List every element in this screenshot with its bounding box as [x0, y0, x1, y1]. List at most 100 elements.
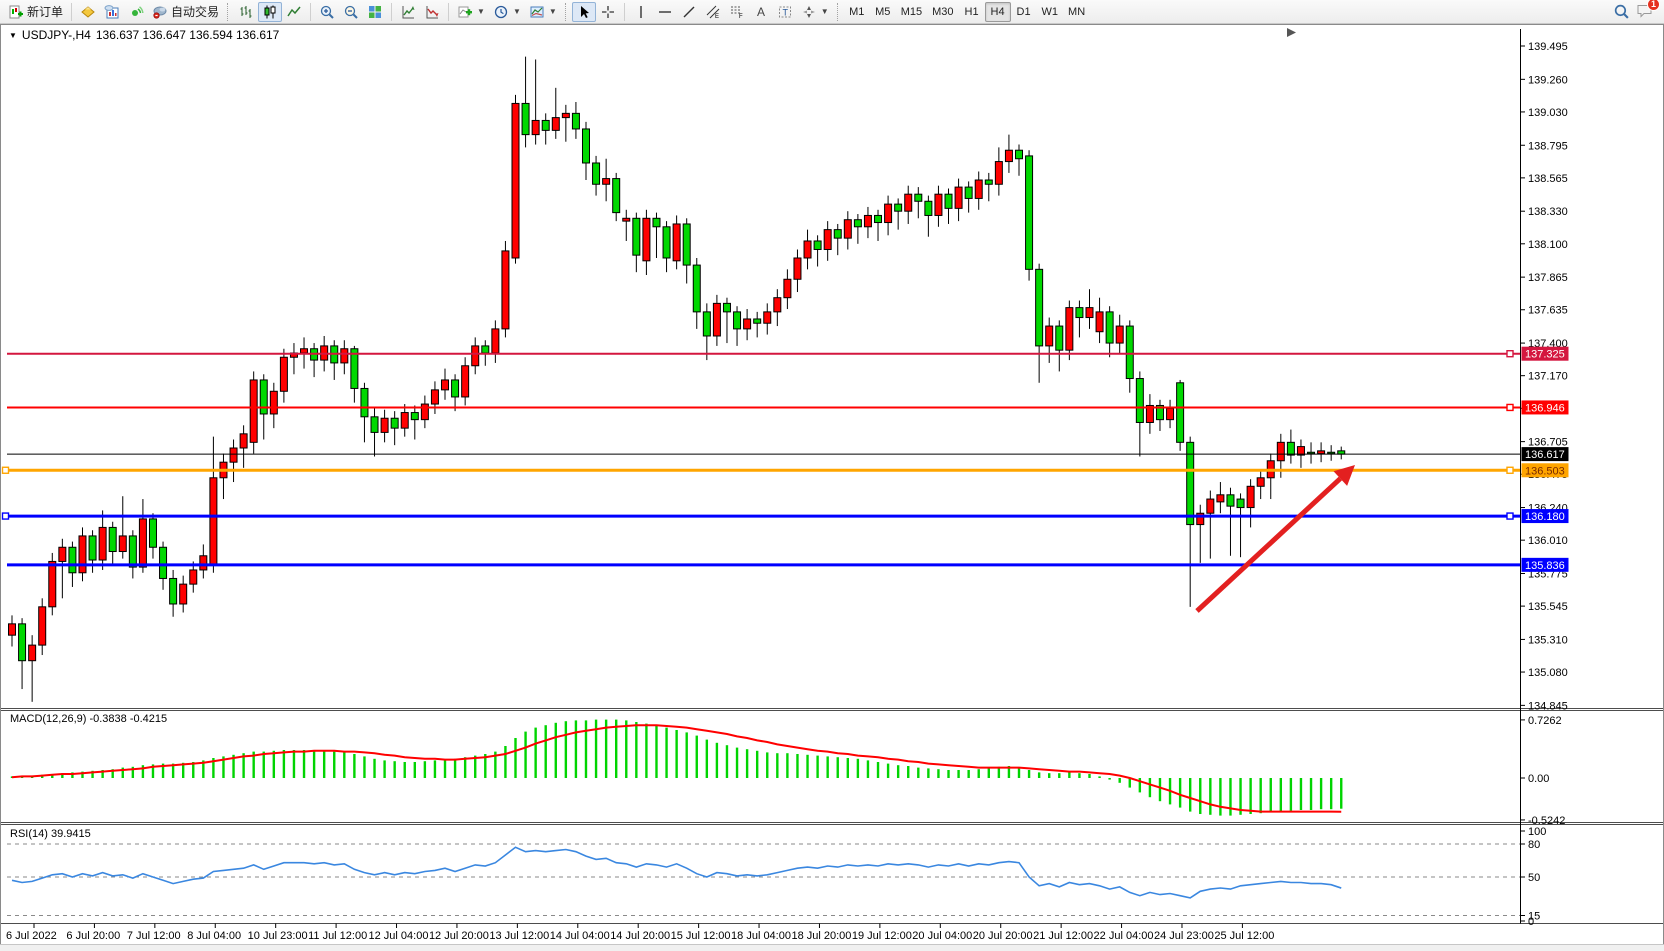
trendline-tool-button[interactable] [677, 2, 701, 22]
toolbar-drag-handle[interactable] [564, 2, 568, 21]
horizontal-line-tool-button[interactable] [653, 2, 677, 22]
bull-candle [48, 560, 57, 608]
timeframe-MN[interactable]: MN [1068, 5, 1086, 18]
candlestick-chart-icon [264, 5, 276, 18]
timeframe-D1[interactable]: D1 [1016, 5, 1031, 18]
bull-candle [1004, 149, 1013, 163]
vertical-line-tool-button[interactable] [629, 2, 653, 22]
new-order-button[interactable]: 新订单 [4, 2, 67, 22]
timeframe-M1[interactable]: M1 [849, 5, 865, 18]
bear-candle [18, 623, 27, 662]
bull-candle [561, 112, 570, 119]
timeframe-M30[interactable]: M30 [932, 5, 954, 18]
period-button[interactable]: ▼ [489, 2, 525, 22]
bear-candle [632, 217, 641, 256]
chart-window[interactable]: ▼ USDJPY-,H4 136.637 136.647 136.594 136… [0, 24, 1664, 945]
template-button[interactable]: ▼ [525, 2, 561, 22]
add-indicator-button[interactable]: ▼ [453, 2, 489, 22]
bear-candle [592, 162, 601, 185]
time-tick-label: 12 Jul 04:00 [369, 930, 429, 942]
price-badge-136.503 [1521, 463, 1569, 478]
zoom-out-button[interactable] [339, 2, 363, 22]
bear-candle [88, 535, 97, 561]
timeframe-W1[interactable]: W1 [1041, 5, 1059, 18]
bull-candle [98, 526, 107, 561]
bear-candle [1125, 325, 1134, 380]
price-tick-label: 137.635 [1528, 305, 1568, 317]
bear-candle [733, 311, 742, 330]
bull-candle [1085, 307, 1094, 319]
bear-candle [813, 240, 822, 250]
price-tick-label: 138.330 [1528, 206, 1568, 218]
candlestick-chart-button[interactable] [258, 1, 283, 22]
notifications-button[interactable]: 1 [1636, 0, 1660, 22]
toolbar-drag-handle[interactable] [836, 2, 840, 21]
separator [448, 2, 450, 21]
bear-candle [1035, 268, 1044, 347]
candles[interactable] [8, 56, 1346, 702]
bear-candle [1286, 441, 1295, 456]
timeframe-H4[interactable]: H4 [984, 1, 1011, 22]
timeframe-M5[interactable]: M5 [875, 5, 891, 18]
line-anchor [1506, 350, 1514, 358]
time-tick-label: 10 Jul 23:00 [248, 930, 308, 942]
bull-candle [1276, 441, 1285, 462]
bear-candle [128, 535, 137, 568]
search-icon[interactable] [1613, 3, 1630, 20]
bull-candle [803, 240, 812, 259]
price-chart-canvas[interactable]: MACD(12,26,9) -0.3838 -0.4215 RSI(14) 39.… [1, 25, 1663, 944]
time-tick-label: 20 Jul 20:00 [973, 930, 1033, 942]
indicator-window-up-button[interactable] [396, 2, 420, 22]
macd-pane[interactable]: MACD(12,26,9) -0.3838 -0.4215 [10, 713, 1343, 816]
price-tick-label: 134.845 [1528, 700, 1568, 712]
time-tick-label: 6 Jul 20:00 [66, 930, 120, 942]
rsi-pane[interactable]: RSI(14) 39.9415 [7, 828, 1520, 916]
zoom-in-button[interactable] [315, 2, 339, 22]
bear-candle [652, 217, 661, 228]
price-badge-label: 136.503 [1525, 465, 1565, 477]
cursor-tool-button[interactable] [571, 1, 596, 22]
time-tick-label: 18 Jul 20:00 [791, 930, 851, 942]
bull-candle [249, 379, 258, 443]
line-chart-button[interactable] [282, 2, 306, 22]
timeframe-M15[interactable]: M15 [900, 5, 923, 18]
tile-windows-button[interactable] [363, 2, 387, 22]
channel-tool-button[interactable]: E [701, 2, 725, 22]
bar-chart-button[interactable] [234, 2, 258, 22]
rsi-label: RSI(14) 39.9415 [10, 828, 91, 840]
time-axis[interactable]: 6 Jul 2022 6 Jul 20:00 7 Jul 12:00 8 Jul 04… [6, 923, 1274, 943]
bull-candle [38, 606, 47, 646]
clock-icon [494, 5, 508, 18]
toolbar-drag-handle[interactable] [227, 2, 230, 21]
price-axis[interactable]: 139.495 139.260 139.030 138.795 138.565 138.3… [1520, 29, 1569, 928]
chart-template-icon [530, 6, 544, 17]
bull-candle [863, 214, 872, 228]
bear-candle [1075, 307, 1084, 319]
bull-candle [58, 546, 67, 562]
autotrade-button[interactable]: 自动交易 [148, 2, 223, 22]
timeframe-H1[interactable]: H1 [964, 5, 979, 18]
bear-candle [360, 387, 369, 418]
bull-candle [138, 518, 147, 568]
bull-candle [1145, 404, 1154, 423]
label-tool-button[interactable]: T [773, 2, 797, 22]
price-tick-label: 136.240 [1528, 503, 1568, 515]
bull-candle [471, 345, 480, 367]
bear-candle [1327, 451, 1336, 455]
market-watch-button[interactable] [100, 2, 124, 22]
level-lines[interactable] [1, 350, 1521, 567]
time-tick-label: 19 Jul 12:00 [852, 930, 912, 942]
bear-candle [1236, 498, 1245, 509]
gold-button[interactable] [76, 2, 100, 22]
trend-arrow[interactable] [1195, 465, 1355, 613]
text-tool-button[interactable]: A [749, 2, 773, 22]
chart-shift-marker[interactable] [1287, 28, 1296, 37]
fibonacci-tool-button[interactable]: F [725, 2, 749, 22]
crosshair-icon [601, 5, 614, 18]
signal-button[interactable] [124, 2, 148, 22]
crosshair-tool-button[interactable] [596, 2, 620, 22]
tile-windows-icon [369, 5, 382, 18]
collapse-triangle-icon[interactable]: ▼ [9, 30, 17, 40]
indicator-window-down-button[interactable] [420, 2, 444, 22]
arrows-tool-button[interactable]: ▼ [797, 2, 833, 22]
